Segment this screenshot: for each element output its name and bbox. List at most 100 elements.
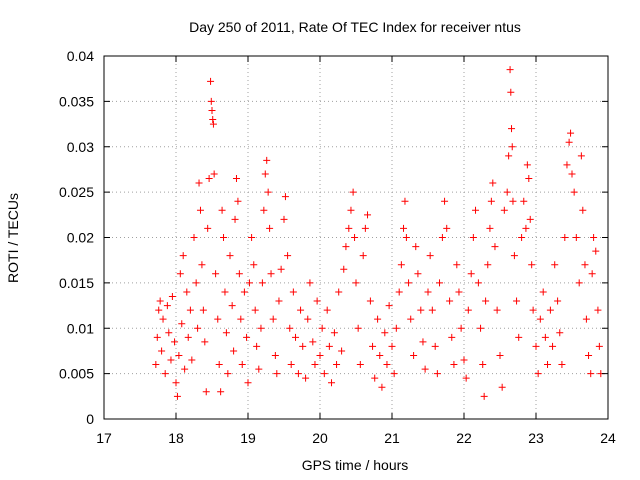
data-point bbox=[199, 306, 207, 314]
data-point bbox=[474, 279, 482, 287]
data-point bbox=[577, 152, 585, 160]
data-point bbox=[558, 361, 566, 369]
data-point bbox=[235, 270, 243, 278]
ticks-layer bbox=[103, 55, 609, 420]
data-point bbox=[383, 361, 391, 369]
data-point bbox=[232, 175, 240, 183]
data-point bbox=[352, 279, 360, 287]
data-point bbox=[388, 342, 396, 350]
data-point bbox=[484, 261, 492, 269]
data-point bbox=[172, 379, 180, 387]
data-point bbox=[228, 302, 236, 310]
data-point bbox=[178, 320, 186, 328]
data-point bbox=[374, 315, 382, 323]
y-tick-label: 0.015 bbox=[59, 275, 94, 291]
data-point bbox=[493, 306, 501, 314]
data-point bbox=[335, 288, 343, 296]
data-point bbox=[496, 351, 504, 359]
data-point bbox=[269, 315, 277, 323]
data-point bbox=[289, 288, 297, 296]
data-point bbox=[234, 197, 242, 205]
data-point bbox=[457, 324, 465, 332]
data-point bbox=[347, 206, 355, 214]
data-point bbox=[210, 170, 218, 178]
data-point bbox=[397, 261, 405, 269]
data-point bbox=[217, 388, 225, 396]
data-point bbox=[258, 279, 266, 287]
data-point bbox=[381, 329, 389, 337]
data-point bbox=[469, 234, 477, 241]
data-point bbox=[215, 361, 223, 369]
data-point bbox=[181, 365, 189, 373]
data-point bbox=[522, 224, 530, 232]
data-point bbox=[455, 288, 463, 296]
data-points-layer bbox=[152, 66, 605, 400]
data-point bbox=[237, 315, 245, 323]
data-point bbox=[340, 265, 348, 273]
data-point bbox=[264, 188, 272, 196]
data-point bbox=[328, 379, 336, 387]
data-point bbox=[371, 374, 379, 382]
data-point bbox=[508, 143, 516, 151]
data-point bbox=[534, 370, 542, 378]
y-tick-label: 0.04 bbox=[67, 48, 94, 64]
data-point bbox=[582, 315, 590, 323]
data-point bbox=[271, 351, 279, 359]
x-tick-label: 19 bbox=[240, 430, 256, 446]
data-point bbox=[257, 324, 265, 332]
data-point bbox=[563, 161, 571, 169]
data-point bbox=[190, 234, 198, 241]
data-point bbox=[179, 252, 187, 260]
data-point bbox=[450, 361, 458, 369]
data-point bbox=[565, 138, 573, 146]
data-point bbox=[401, 197, 409, 205]
data-point bbox=[260, 206, 268, 214]
data-point bbox=[529, 306, 537, 314]
y-tick-label: 0.01 bbox=[67, 320, 94, 336]
data-point bbox=[486, 224, 494, 232]
data-point bbox=[201, 338, 209, 346]
data-point bbox=[313, 297, 321, 305]
data-point bbox=[168, 292, 176, 300]
data-point bbox=[417, 306, 425, 314]
data-point bbox=[309, 338, 317, 346]
data-point bbox=[503, 188, 511, 196]
data-point bbox=[251, 306, 259, 314]
data-point bbox=[414, 270, 422, 278]
data-point bbox=[400, 224, 408, 232]
data-point bbox=[280, 215, 288, 223]
data-point bbox=[212, 270, 220, 278]
data-point bbox=[376, 351, 384, 359]
data-point bbox=[579, 206, 587, 214]
data-point bbox=[509, 197, 517, 205]
data-point bbox=[462, 374, 470, 382]
x-tick-label: 23 bbox=[528, 430, 544, 446]
data-point bbox=[320, 370, 328, 378]
data-point bbox=[594, 306, 602, 314]
data-point bbox=[549, 342, 557, 350]
data-point bbox=[359, 252, 367, 260]
data-point bbox=[433, 370, 441, 378]
data-point bbox=[568, 170, 576, 178]
x-tick-label: 18 bbox=[168, 430, 184, 446]
data-point bbox=[286, 324, 294, 332]
data-point bbox=[240, 288, 248, 296]
data-point bbox=[479, 361, 487, 369]
data-point bbox=[356, 361, 364, 369]
data-point bbox=[441, 197, 449, 205]
data-point bbox=[159, 315, 167, 323]
data-point bbox=[163, 302, 171, 310]
data-point bbox=[183, 288, 191, 296]
y-axis-title: ROTI / TECUs bbox=[5, 193, 21, 283]
data-point bbox=[192, 279, 200, 287]
data-point bbox=[581, 261, 589, 269]
y-tick-label: 0.035 bbox=[59, 93, 94, 109]
data-point bbox=[541, 333, 549, 341]
data-point bbox=[446, 297, 454, 305]
data-point bbox=[567, 129, 575, 137]
data-point bbox=[207, 97, 215, 105]
data-point bbox=[378, 383, 386, 391]
data-point bbox=[161, 370, 169, 378]
data-point bbox=[175, 351, 183, 359]
